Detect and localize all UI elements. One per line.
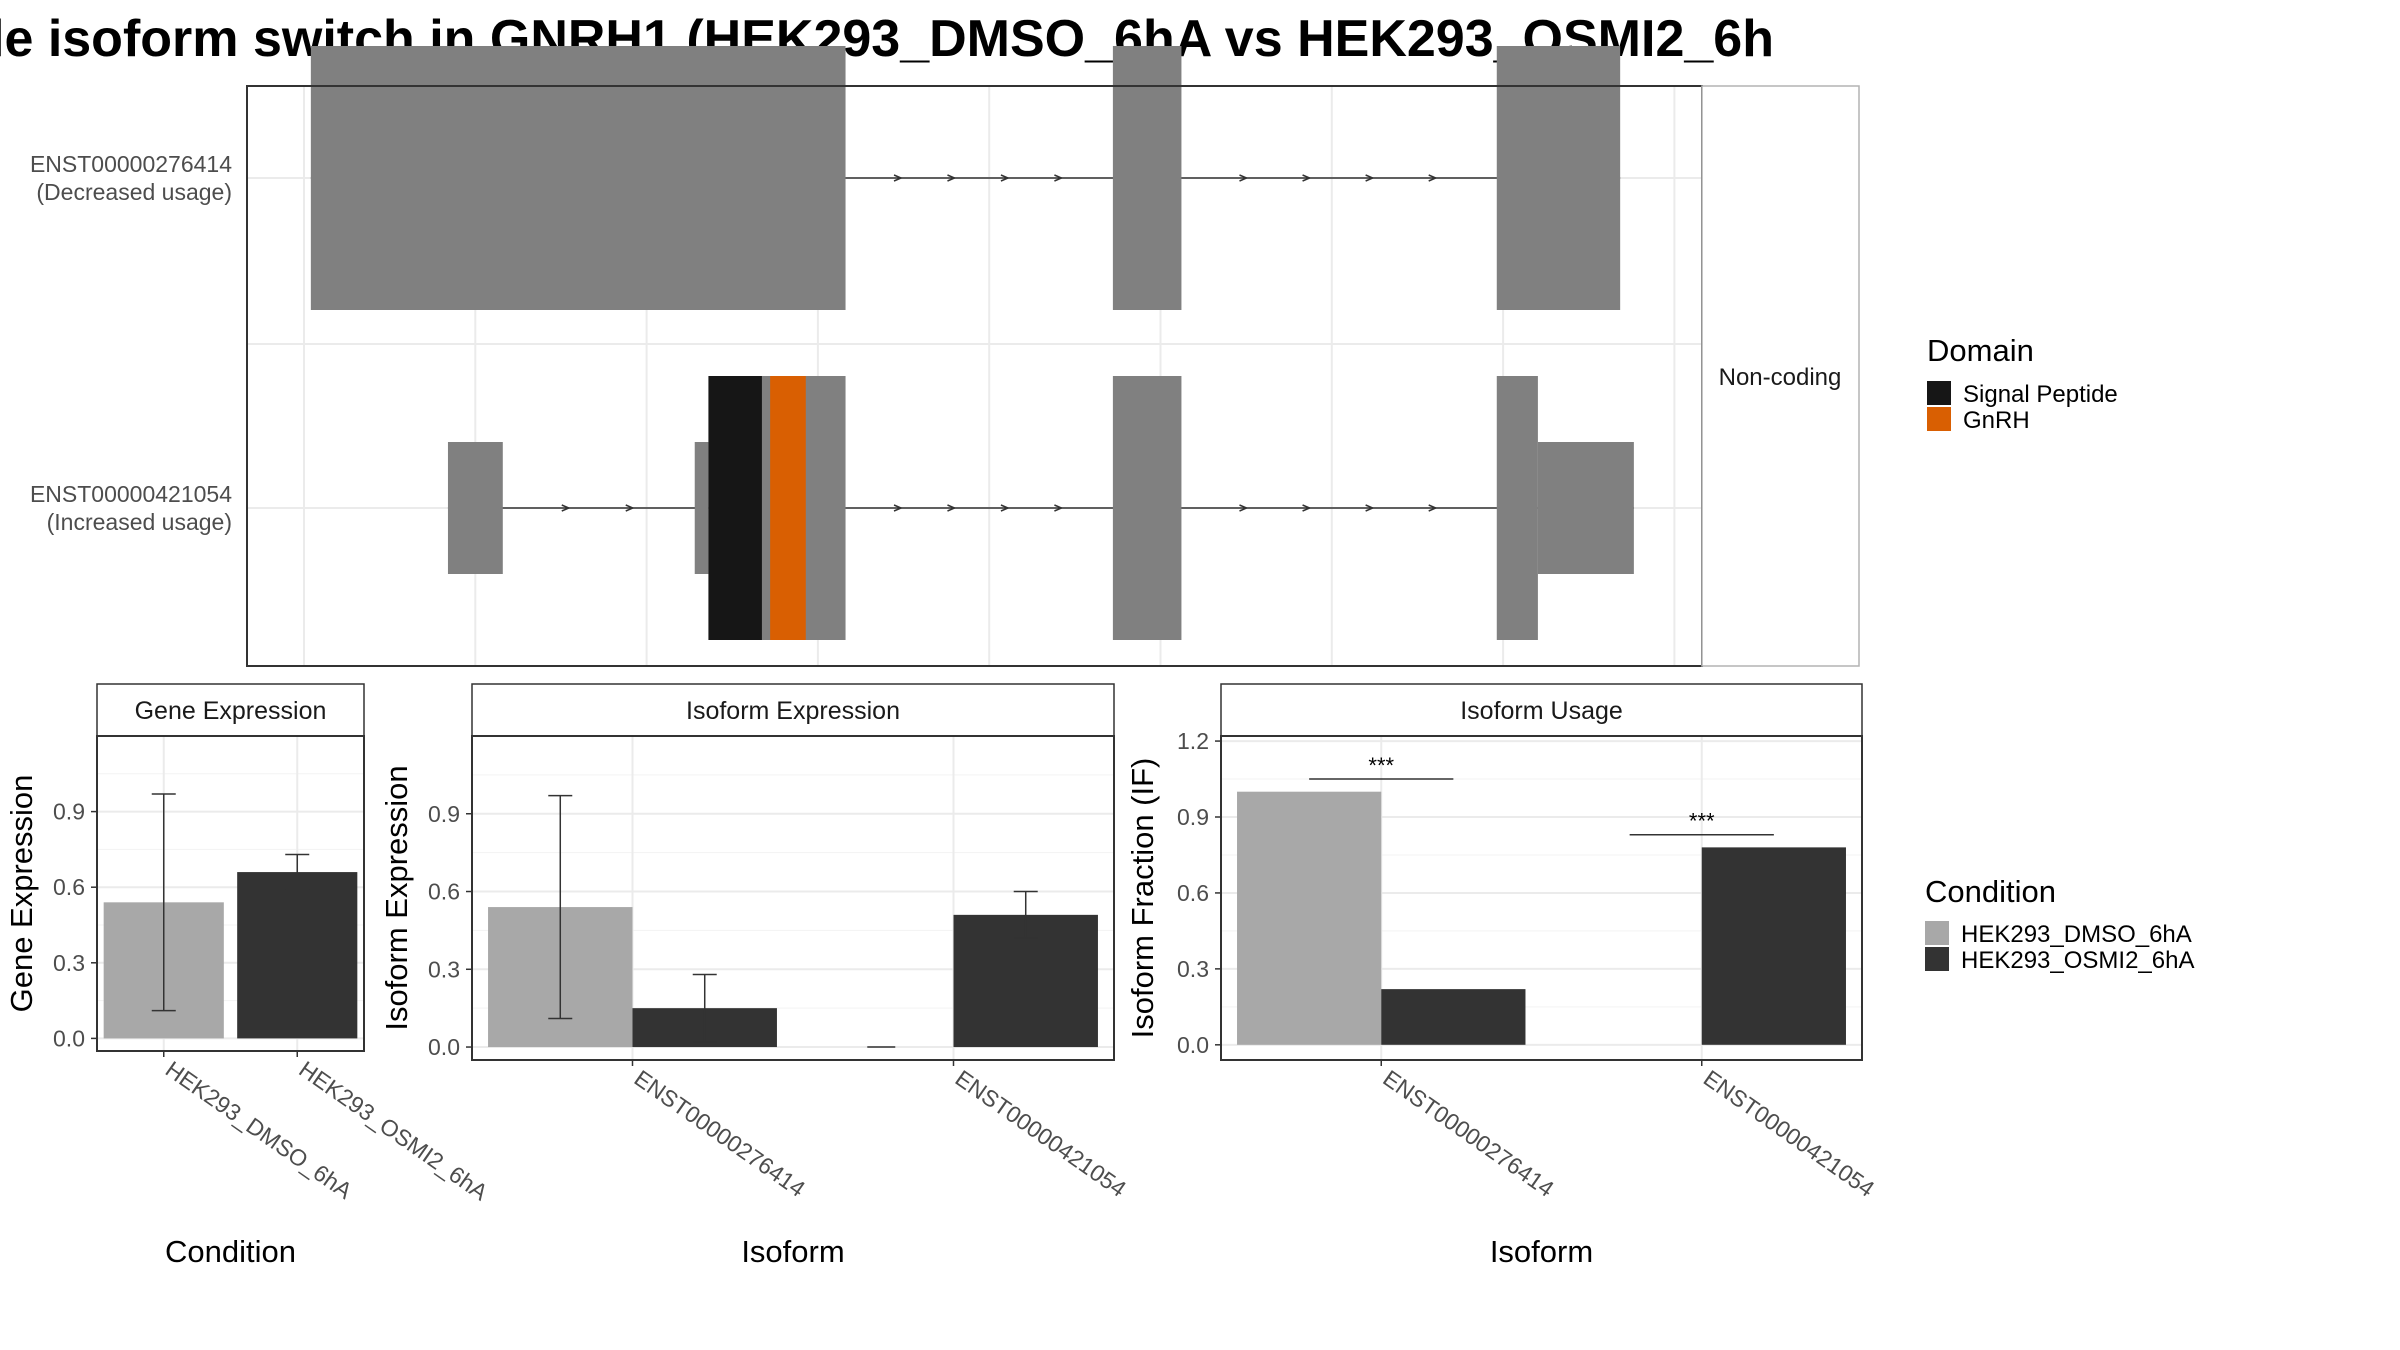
condition-legend-label: HEK293_OSMI2_6hA bbox=[1961, 947, 2194, 974]
bar bbox=[1237, 791, 1382, 1045]
intron-arrow bbox=[1428, 174, 1438, 182]
utr-exon bbox=[1537, 442, 1634, 574]
bar bbox=[1381, 989, 1526, 1045]
intron-arrow bbox=[893, 174, 903, 182]
domain-legend-label: Signal Peptide bbox=[1963, 381, 2118, 408]
transcript-note: (Increased usage) bbox=[47, 509, 232, 535]
panel-strip bbox=[1220, 683, 1863, 737]
panel-border bbox=[96, 735, 365, 1052]
intron-arrow bbox=[893, 504, 903, 512]
domain-legend-label: GnRH bbox=[1963, 407, 2030, 434]
intron-arrow bbox=[625, 504, 635, 512]
y-tick-label: 0.9 bbox=[53, 799, 85, 825]
intron-arrow bbox=[1302, 174, 1312, 182]
intron-arrow bbox=[947, 174, 957, 182]
y-tick-label: 0.3 bbox=[53, 950, 85, 976]
condition-legend-label: HEK293_DMSO_6hA bbox=[1961, 921, 2192, 948]
domain-legend-key bbox=[1927, 407, 1951, 431]
y-tick-label: 0.0 bbox=[53, 1025, 85, 1051]
significance-label: *** bbox=[1689, 809, 1715, 834]
intron-arrow bbox=[947, 504, 957, 512]
coding-exon bbox=[1496, 376, 1538, 640]
coding-exon bbox=[1496, 46, 1621, 310]
condition-legend-key bbox=[1925, 947, 1949, 971]
utr-exon bbox=[694, 442, 709, 574]
transcript-note: (Decreased usage) bbox=[36, 179, 232, 205]
y-tick-label: 1.2 bbox=[1177, 728, 1209, 754]
y-axis-title: Isoform Expression bbox=[379, 765, 414, 1030]
y-axis-title: Isoform Fraction (IF) bbox=[1125, 758, 1160, 1039]
x-axis-title: Isoform bbox=[1490, 1234, 1593, 1269]
intron-arrow bbox=[1239, 504, 1249, 512]
bar bbox=[1701, 847, 1846, 1045]
panel-strip bbox=[96, 683, 365, 737]
intron-arrow bbox=[1302, 504, 1312, 512]
intron-arrow bbox=[1000, 504, 1010, 512]
intron-arrow bbox=[1239, 174, 1249, 182]
domain-gnrh bbox=[770, 376, 806, 640]
y-tick-label: 0.9 bbox=[428, 801, 460, 827]
panel-strip bbox=[471, 683, 1115, 737]
panel-strip-label: Isoform Usage bbox=[1460, 697, 1623, 725]
x-axis-title: Condition bbox=[165, 1234, 296, 1269]
x-tick-label: ENST00000276414 bbox=[1378, 1065, 1559, 1202]
panel-border bbox=[1220, 735, 1863, 1061]
y-axis-title: Gene Expression bbox=[4, 775, 39, 1013]
x-tick-label: ENST00000421054 bbox=[1699, 1065, 1880, 1202]
panel-border bbox=[471, 735, 1115, 1061]
domain-signal-peptide bbox=[708, 376, 762, 640]
y-tick-label: 0.0 bbox=[1177, 1032, 1209, 1058]
condition-legend-key bbox=[1925, 921, 1949, 945]
x-tick-label: ENST00000421054 bbox=[951, 1065, 1132, 1202]
y-tick-label: 0.6 bbox=[53, 874, 85, 900]
intron-arrow bbox=[1365, 174, 1375, 182]
intron-arrow bbox=[561, 504, 571, 512]
transcript-label: ENST00000276414 bbox=[30, 151, 232, 177]
transcript-label: ENST00000421054 bbox=[30, 481, 232, 507]
structure-side-strip bbox=[1701, 85, 1860, 667]
panel-strip-label: Gene Expression bbox=[135, 697, 327, 725]
y-tick-label: 0.3 bbox=[1177, 956, 1209, 982]
domain-legend-key bbox=[1927, 381, 1951, 405]
domain-legend-title: Domain bbox=[1927, 333, 2034, 368]
y-tick-label: 0.6 bbox=[428, 879, 460, 905]
x-axis-title: Isoform bbox=[741, 1234, 844, 1269]
y-tick-label: 0.0 bbox=[428, 1034, 460, 1060]
condition-legend-title: Condition bbox=[1925, 874, 2056, 909]
coding-exon bbox=[310, 46, 846, 310]
y-tick-label: 0.3 bbox=[428, 956, 460, 982]
y-tick-label: 0.9 bbox=[1177, 804, 1209, 830]
intron-arrow bbox=[1365, 504, 1375, 512]
x-tick-label: ENST00000276414 bbox=[630, 1065, 811, 1202]
bar bbox=[237, 872, 358, 1039]
intron-arrow bbox=[1428, 504, 1438, 512]
utr-exon bbox=[447, 442, 503, 574]
coding-exon bbox=[1112, 376, 1182, 640]
y-tick-label: 0.6 bbox=[1177, 880, 1209, 906]
figure-title: le isoform switch in GNRH1 (HEK293_DMSO_… bbox=[0, 10, 1774, 68]
intron-arrow bbox=[1054, 504, 1064, 512]
significance-label: *** bbox=[1368, 753, 1394, 778]
intron-arrow bbox=[1000, 174, 1010, 182]
structure-side-strip-label: Non-coding bbox=[1719, 364, 1842, 391]
intron-arrow bbox=[1054, 174, 1064, 182]
coding-exon bbox=[1112, 46, 1182, 310]
panel-strip-label: Isoform Expression bbox=[686, 697, 900, 725]
